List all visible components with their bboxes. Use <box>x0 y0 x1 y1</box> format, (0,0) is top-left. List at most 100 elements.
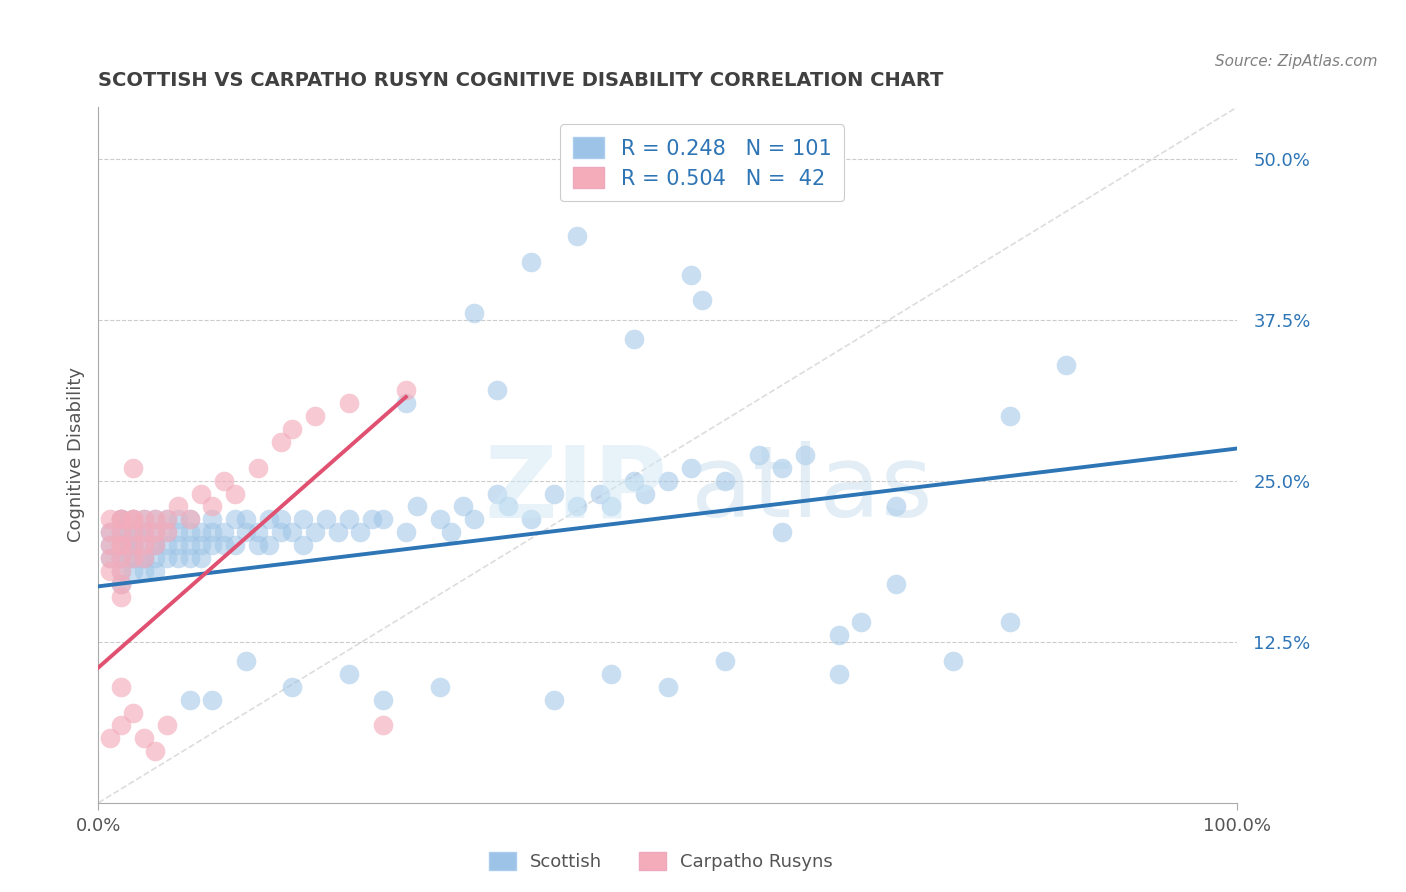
Point <box>121 512 143 526</box>
Point <box>98 525 121 540</box>
Point <box>224 538 246 552</box>
Point <box>259 538 281 552</box>
Point <box>600 667 623 681</box>
Point <box>395 396 418 410</box>
Point <box>942 654 965 668</box>
Point <box>828 667 851 681</box>
Point <box>110 538 132 552</box>
Point <box>110 525 132 540</box>
Point <box>884 500 907 514</box>
Point <box>281 680 304 694</box>
Point <box>326 525 349 540</box>
Point <box>110 538 132 552</box>
Point <box>714 654 737 668</box>
Point <box>679 460 702 475</box>
Point <box>371 512 394 526</box>
Point <box>429 680 451 694</box>
Point <box>110 512 132 526</box>
Point <box>179 692 201 706</box>
Point <box>588 486 610 500</box>
Point <box>145 538 167 552</box>
Point <box>828 628 851 642</box>
Point <box>145 512 167 526</box>
Point <box>360 512 382 526</box>
Point <box>110 525 132 540</box>
Point <box>145 538 167 552</box>
Point <box>224 512 246 526</box>
Point <box>110 564 132 578</box>
Legend: Scottish, Carpatho Rusyns: Scottish, Carpatho Rusyns <box>482 845 839 879</box>
Point <box>281 422 304 436</box>
Point <box>451 500 474 514</box>
Point <box>349 525 371 540</box>
Point <box>304 525 326 540</box>
Point <box>201 538 224 552</box>
Point <box>98 551 121 566</box>
Point <box>98 525 121 540</box>
Point <box>714 474 737 488</box>
Point <box>406 500 429 514</box>
Point <box>259 512 281 526</box>
Point <box>121 460 143 475</box>
Point <box>156 718 179 732</box>
Point <box>110 551 132 566</box>
Point <box>110 576 132 591</box>
Point <box>543 692 565 706</box>
Point <box>121 706 143 720</box>
Point <box>657 680 679 694</box>
Point <box>498 500 520 514</box>
Point <box>486 384 509 398</box>
Point <box>132 525 155 540</box>
Point <box>110 680 132 694</box>
Point <box>292 538 315 552</box>
Point <box>371 692 394 706</box>
Point <box>884 576 907 591</box>
Point <box>121 564 143 578</box>
Point <box>132 512 155 526</box>
Point <box>600 500 623 514</box>
Point <box>212 525 235 540</box>
Point <box>748 448 770 462</box>
Point <box>145 512 167 526</box>
Point <box>337 396 360 410</box>
Point <box>463 512 485 526</box>
Point <box>132 525 155 540</box>
Point <box>110 525 132 540</box>
Point <box>167 538 190 552</box>
Point <box>463 306 485 320</box>
Text: Source: ZipAtlas.com: Source: ZipAtlas.com <box>1215 54 1378 69</box>
Point <box>121 551 143 566</box>
Point <box>121 551 143 566</box>
Point <box>520 512 543 526</box>
Point <box>110 551 132 566</box>
Point <box>270 525 292 540</box>
Point <box>167 551 190 566</box>
Point <box>167 525 190 540</box>
Point <box>121 538 143 552</box>
Point <box>657 474 679 488</box>
Point <box>1054 358 1078 372</box>
Point <box>121 538 143 552</box>
Point <box>395 384 418 398</box>
Point <box>270 435 292 450</box>
Point <box>623 332 645 346</box>
Point <box>156 525 179 540</box>
Point <box>690 293 713 308</box>
Point <box>121 538 143 552</box>
Text: SCOTTISH VS CARPATHO RUSYN COGNITIVE DISABILITY CORRELATION CHART: SCOTTISH VS CARPATHO RUSYN COGNITIVE DIS… <box>98 71 943 90</box>
Point <box>132 551 155 566</box>
Point <box>167 500 190 514</box>
Point <box>179 512 201 526</box>
Point <box>201 500 224 514</box>
Point <box>156 551 179 566</box>
Point <box>156 512 179 526</box>
Point <box>110 512 132 526</box>
Point <box>110 590 132 604</box>
Text: ZIP: ZIP <box>485 442 668 538</box>
Text: atlas: atlas <box>690 442 932 538</box>
Point <box>167 512 190 526</box>
Point <box>429 512 451 526</box>
Point <box>98 564 121 578</box>
Point <box>179 525 201 540</box>
Point <box>145 525 167 540</box>
